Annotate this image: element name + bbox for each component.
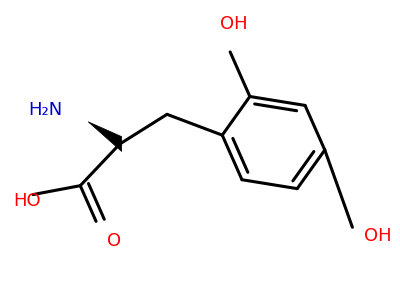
Text: O: O — [107, 232, 121, 250]
Text: HO: HO — [13, 191, 41, 209]
Polygon shape — [88, 122, 122, 152]
Text: OH: OH — [364, 227, 392, 245]
Text: OH: OH — [220, 15, 248, 33]
Text: H₂N: H₂N — [28, 101, 62, 119]
